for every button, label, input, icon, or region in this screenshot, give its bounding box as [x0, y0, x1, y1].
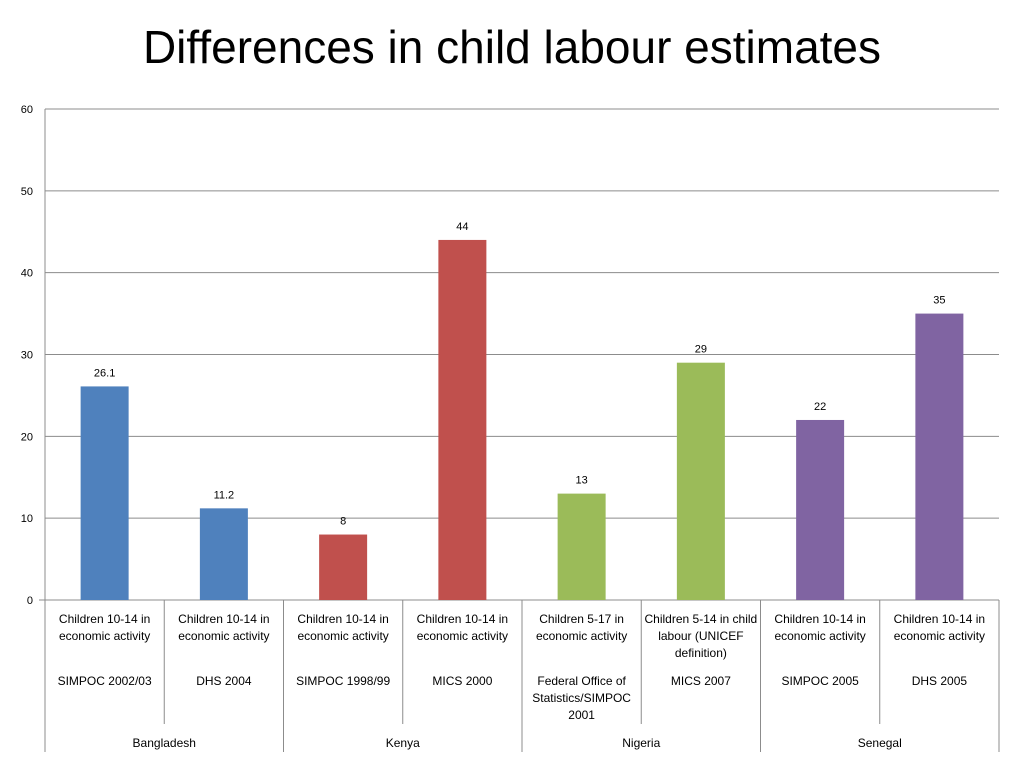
data-label: 35 [933, 295, 945, 307]
bar [796, 419, 845, 600]
group-label: Senegal [858, 736, 902, 750]
category-measure-label: Children 10-14 in economic activity [417, 612, 508, 643]
data-label: 29 [695, 344, 707, 356]
group-label: Bangladesh [133, 736, 196, 750]
category-measure-label: Children 10-14 in economic activity [297, 612, 388, 643]
data-label: 8 [340, 516, 346, 528]
data-label: 44 [456, 221, 468, 233]
category-source-label: DHS 2004 [196, 674, 252, 688]
category-source-label: DHS 2005 [912, 674, 968, 688]
y-tick-label: 0 [27, 595, 33, 607]
chart-title: Differences in child labour estimates [142, 21, 882, 73]
category-source-label: SIMPOC 1998/99 [296, 674, 390, 688]
bar [438, 239, 487, 600]
category-source-label: SIMPOC 2002/03 [58, 674, 152, 688]
y-tick-label: 50 [21, 186, 33, 198]
category-measure-label: Children 10-14 in economic activity [59, 612, 150, 643]
bar [199, 508, 248, 600]
category-source-label: MICS 2000 [432, 674, 492, 688]
category-measure-label: Children 10-14 in economic activity [178, 612, 269, 643]
category-source-label: MICS 2007 [671, 674, 731, 688]
group-label: Kenya [386, 736, 420, 750]
category-source-label: SIMPOC 2005 [781, 674, 859, 688]
bar [557, 493, 606, 600]
bar [915, 313, 964, 600]
y-tick-label: 30 [21, 350, 33, 362]
y-tick-label: 40 [21, 268, 33, 280]
category-measure-label: Children 10-14 in economic activity [774, 612, 865, 643]
bar [676, 362, 725, 600]
bar [319, 534, 368, 600]
category-measure-label: Children 5-14 in child labour (UNICEF defi… [645, 612, 758, 660]
y-tick-label: 20 [21, 431, 33, 443]
bar [80, 386, 129, 600]
group-label: Nigeria [622, 736, 660, 750]
data-label: 11.2 [214, 489, 235, 501]
category-source-label: Federal Office of Statistics/SIMPOC 2001 [532, 674, 631, 722]
y-tick-label: 10 [21, 513, 33, 525]
y-tick-label: 60 [21, 104, 33, 116]
category-measure-label: Children 5-17 in economic activity [536, 612, 627, 643]
data-label: 22 [814, 401, 826, 413]
data-label: 26.1 [94, 367, 115, 379]
category-measure-label: Children 10-14 in economic activity [894, 612, 985, 643]
data-label: 13 [576, 475, 588, 487]
